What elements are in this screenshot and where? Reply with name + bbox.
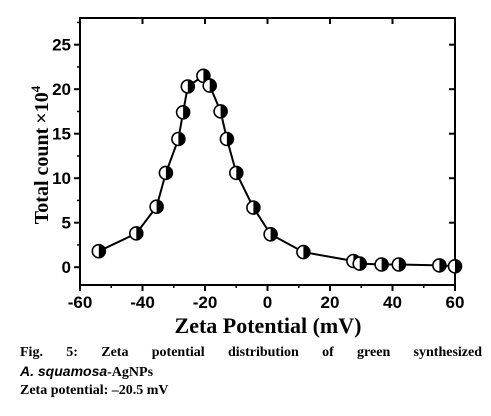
figure-caption-zeta-value: Zeta potential: –20.5 mV [20, 383, 169, 398]
zeta-potential-chart: -60 -40 -20 0 20 40 60 0 5 10 15 20 25 Zeta Potenti… [28, 17, 465, 338]
y-axis-title-multiplier: × [31, 112, 53, 123]
data-point [352, 256, 368, 271]
x-tick-label: 40 [383, 293, 402, 312]
caption-suffix: -AgNPs [107, 365, 154, 380]
data-markers [91, 68, 463, 274]
data-point [246, 200, 261, 215]
x-tick-label: -60 [68, 293, 93, 312]
y-axis-title-main: Total count [31, 127, 53, 224]
y-axis-title: Total count ×104 [28, 85, 53, 224]
data-point [149, 199, 164, 214]
data-point [447, 258, 463, 274]
y-tick-label: 10 [52, 169, 71, 188]
y-tick-label: 15 [52, 125, 71, 144]
data-point [296, 244, 311, 260]
figure-caption-title: Fig. 5: Zeta potential distribution of g… [20, 345, 482, 360]
data-point [202, 78, 217, 93]
x-tick-label: -20 [193, 293, 218, 312]
data-point [391, 257, 407, 272]
y-tick-label: 25 [52, 36, 71, 55]
plot-frame [79, 17, 456, 286]
y-axis-ticks: 0 5 10 15 20 25 [52, 21, 455, 277]
x-tick-label: 60 [446, 293, 465, 312]
data-point [374, 257, 389, 272]
data-point [180, 79, 196, 94]
data-point [171, 131, 186, 147]
data-point [175, 105, 191, 120]
data-point [432, 258, 447, 273]
data-point [229, 165, 244, 181]
x-tick-label: 20 [321, 293, 340, 312]
x-axis-title: Zeta Potential (mV) [175, 313, 362, 338]
x-tick-label: -40 [130, 293, 155, 312]
plot-axes [79, 17, 456, 286]
data-point [263, 227, 278, 242]
y-tick-label: 0 [62, 258, 71, 277]
x-tick-label: 0 [263, 293, 272, 312]
y-axis-title-exponent: 4 [28, 85, 43, 92]
data-point [91, 243, 107, 259]
y-tick-label: 5 [62, 214, 71, 233]
y-axis-title-base: 10 [31, 92, 53, 112]
data-point [219, 131, 235, 147]
y-tick-label: 20 [52, 80, 71, 99]
caption-species: A. squamosa [20, 363, 108, 379]
data-point [129, 226, 144, 241]
x-axis-ticks: -60 -40 -20 0 20 40 60 [68, 18, 465, 312]
data-point [213, 104, 228, 119]
data-point [158, 165, 174, 181]
figure-caption-subject: A. squamosa-AgNPs [20, 362, 482, 382]
